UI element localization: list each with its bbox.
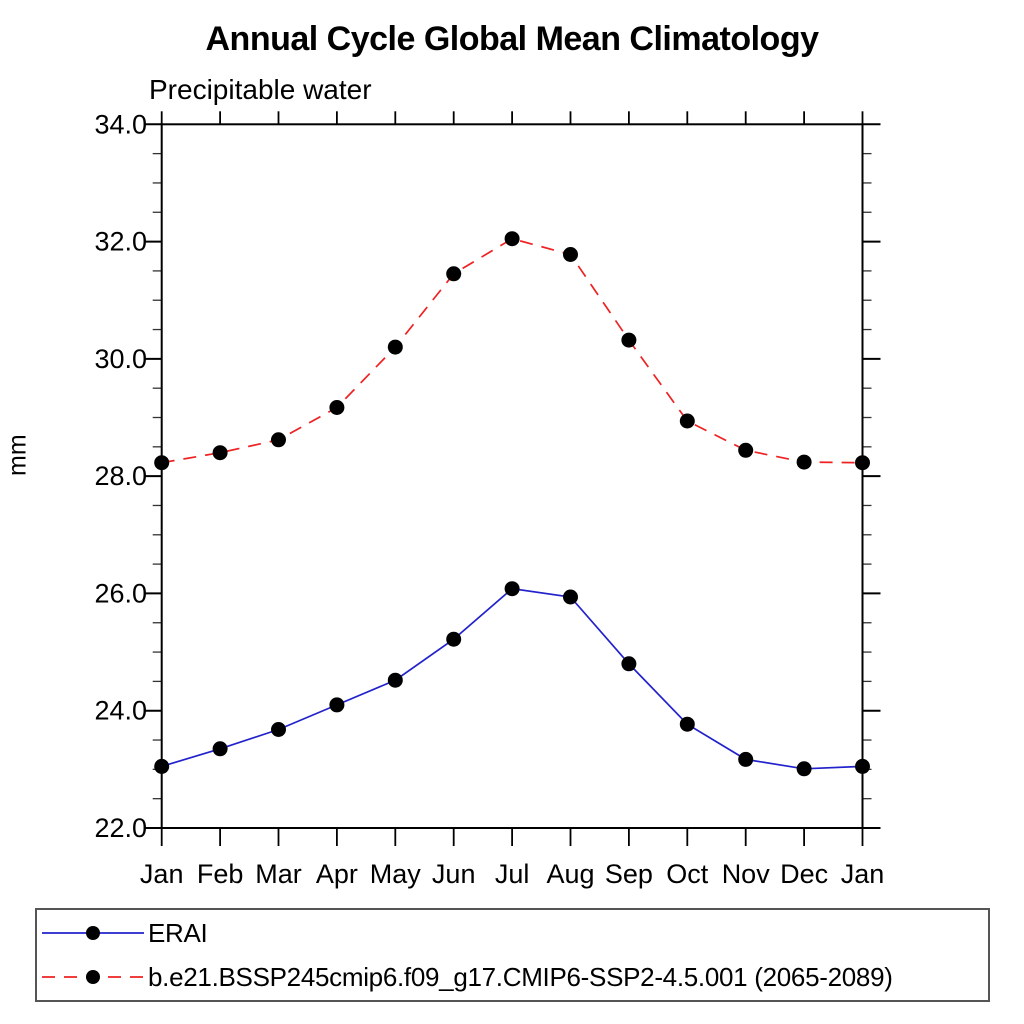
series-line-erai (161, 587, 863, 770)
data-point (621, 332, 637, 348)
legend: ERAI b.e21.BSSP245cmip6.f09_g17.CMIP6-SS… (35, 908, 990, 1002)
x-tick-label: Jan (140, 859, 184, 889)
data-point (679, 716, 695, 732)
legend-line-marker-sample (42, 926, 144, 940)
x-tick-label: Nov (722, 859, 771, 889)
chart-title: Annual Cycle Global Mean Climatology (205, 20, 820, 58)
x-tick-label: Dec (780, 859, 828, 889)
x-tick-label: Sep (605, 859, 653, 889)
legend-sample-marker (86, 970, 100, 984)
data-point (855, 455, 870, 471)
y-tick-label: 34.0 (94, 109, 147, 139)
x-tick-label: May (370, 859, 422, 889)
data-point (329, 697, 345, 713)
x-tick-label: Feb (197, 859, 244, 889)
data-point (271, 722, 286, 737)
data-point (387, 339, 403, 355)
data-point (154, 758, 170, 774)
x-tick-label: Mar (255, 859, 302, 889)
data-point (738, 751, 754, 767)
legend-item-erai: ERAI (37, 914, 988, 952)
chart-subtitle: Precipitable water (149, 74, 372, 105)
x-tick-label: Jul (495, 859, 530, 889)
data-point (212, 741, 228, 757)
legend-sample-marker (86, 926, 100, 940)
data-point (563, 247, 578, 262)
plot-frame (160, 123, 864, 830)
y-tick-label: 22.0 (94, 813, 147, 843)
legend-line-marker-sample (42, 970, 144, 984)
legend-label: b.e21.BSSP245cmip6.f09_g17.CMIP6-SSP2-4.… (148, 961, 893, 992)
data-point (855, 758, 870, 774)
x-tick-label: Apr (316, 859, 358, 889)
data-point (271, 432, 286, 448)
data-point (154, 455, 170, 471)
data-point (621, 656, 637, 672)
data-point (446, 631, 462, 647)
data-point (738, 442, 754, 458)
y-tick-label: 32.0 (94, 227, 147, 257)
data-point (504, 231, 520, 247)
y-tick-label: 28.0 (94, 461, 147, 491)
data-point (796, 761, 812, 777)
y-tick-label: 26.0 (94, 578, 147, 608)
x-tick-label: Jan (841, 859, 885, 889)
data-point (563, 589, 578, 605)
data-point (796, 454, 812, 470)
data-point (446, 266, 462, 282)
data-point (329, 400, 345, 415)
data-point (212, 445, 228, 461)
x-tick-label: Jun (432, 859, 476, 889)
data-point (679, 413, 695, 429)
x-tick-label: Oct (666, 859, 709, 889)
y-tick-label: 24.0 (94, 696, 147, 726)
series-line-model (161, 237, 863, 464)
data-point (504, 581, 520, 597)
y-tick-label: 30.0 (94, 344, 147, 374)
data-point (387, 672, 403, 688)
legend-label: ERAI (148, 917, 208, 948)
legend-item-model: b.e21.BSSP245cmip6.f09_g17.CMIP6-SSP2-4.… (37, 958, 988, 996)
x-tick-label: Aug (546, 859, 594, 889)
